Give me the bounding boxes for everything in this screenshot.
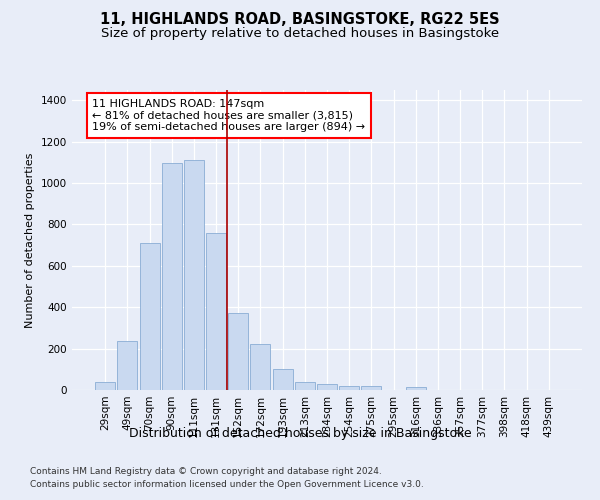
Text: 11 HIGHLANDS ROAD: 147sqm
← 81% of detached houses are smaller (3,815)
19% of se: 11 HIGHLANDS ROAD: 147sqm ← 81% of detac…	[92, 99, 365, 132]
Bar	[272, 370, 293, 390]
Bar	[95, 382, 115, 390]
Text: 11, HIGHLANDS ROAD, BASINGSTOKE, RG22 5ES: 11, HIGHLANDS ROAD, BASINGSTOKE, RG22 5E…	[100, 12, 500, 28]
Text: Contains public sector information licensed under the Open Government Licence v3: Contains public sector information licen…	[30, 480, 424, 489]
Bar	[118, 342, 137, 390]
Bar	[339, 386, 359, 390]
Text: Distribution of detached houses by size in Basingstoke: Distribution of detached houses by size …	[128, 428, 472, 440]
Bar	[162, 164, 182, 390]
Y-axis label: Number of detached properties: Number of detached properties	[25, 152, 35, 328]
Bar	[295, 382, 315, 390]
Bar	[361, 386, 382, 390]
Text: Size of property relative to detached houses in Basingstoke: Size of property relative to detached ho…	[101, 28, 499, 40]
Bar	[250, 344, 271, 390]
Bar	[228, 314, 248, 390]
Bar	[184, 160, 204, 390]
Bar	[140, 243, 160, 390]
Text: Contains HM Land Registry data © Crown copyright and database right 2024.: Contains HM Land Registry data © Crown c…	[30, 468, 382, 476]
Bar	[206, 233, 226, 390]
Bar	[406, 387, 426, 390]
Bar	[317, 384, 337, 390]
